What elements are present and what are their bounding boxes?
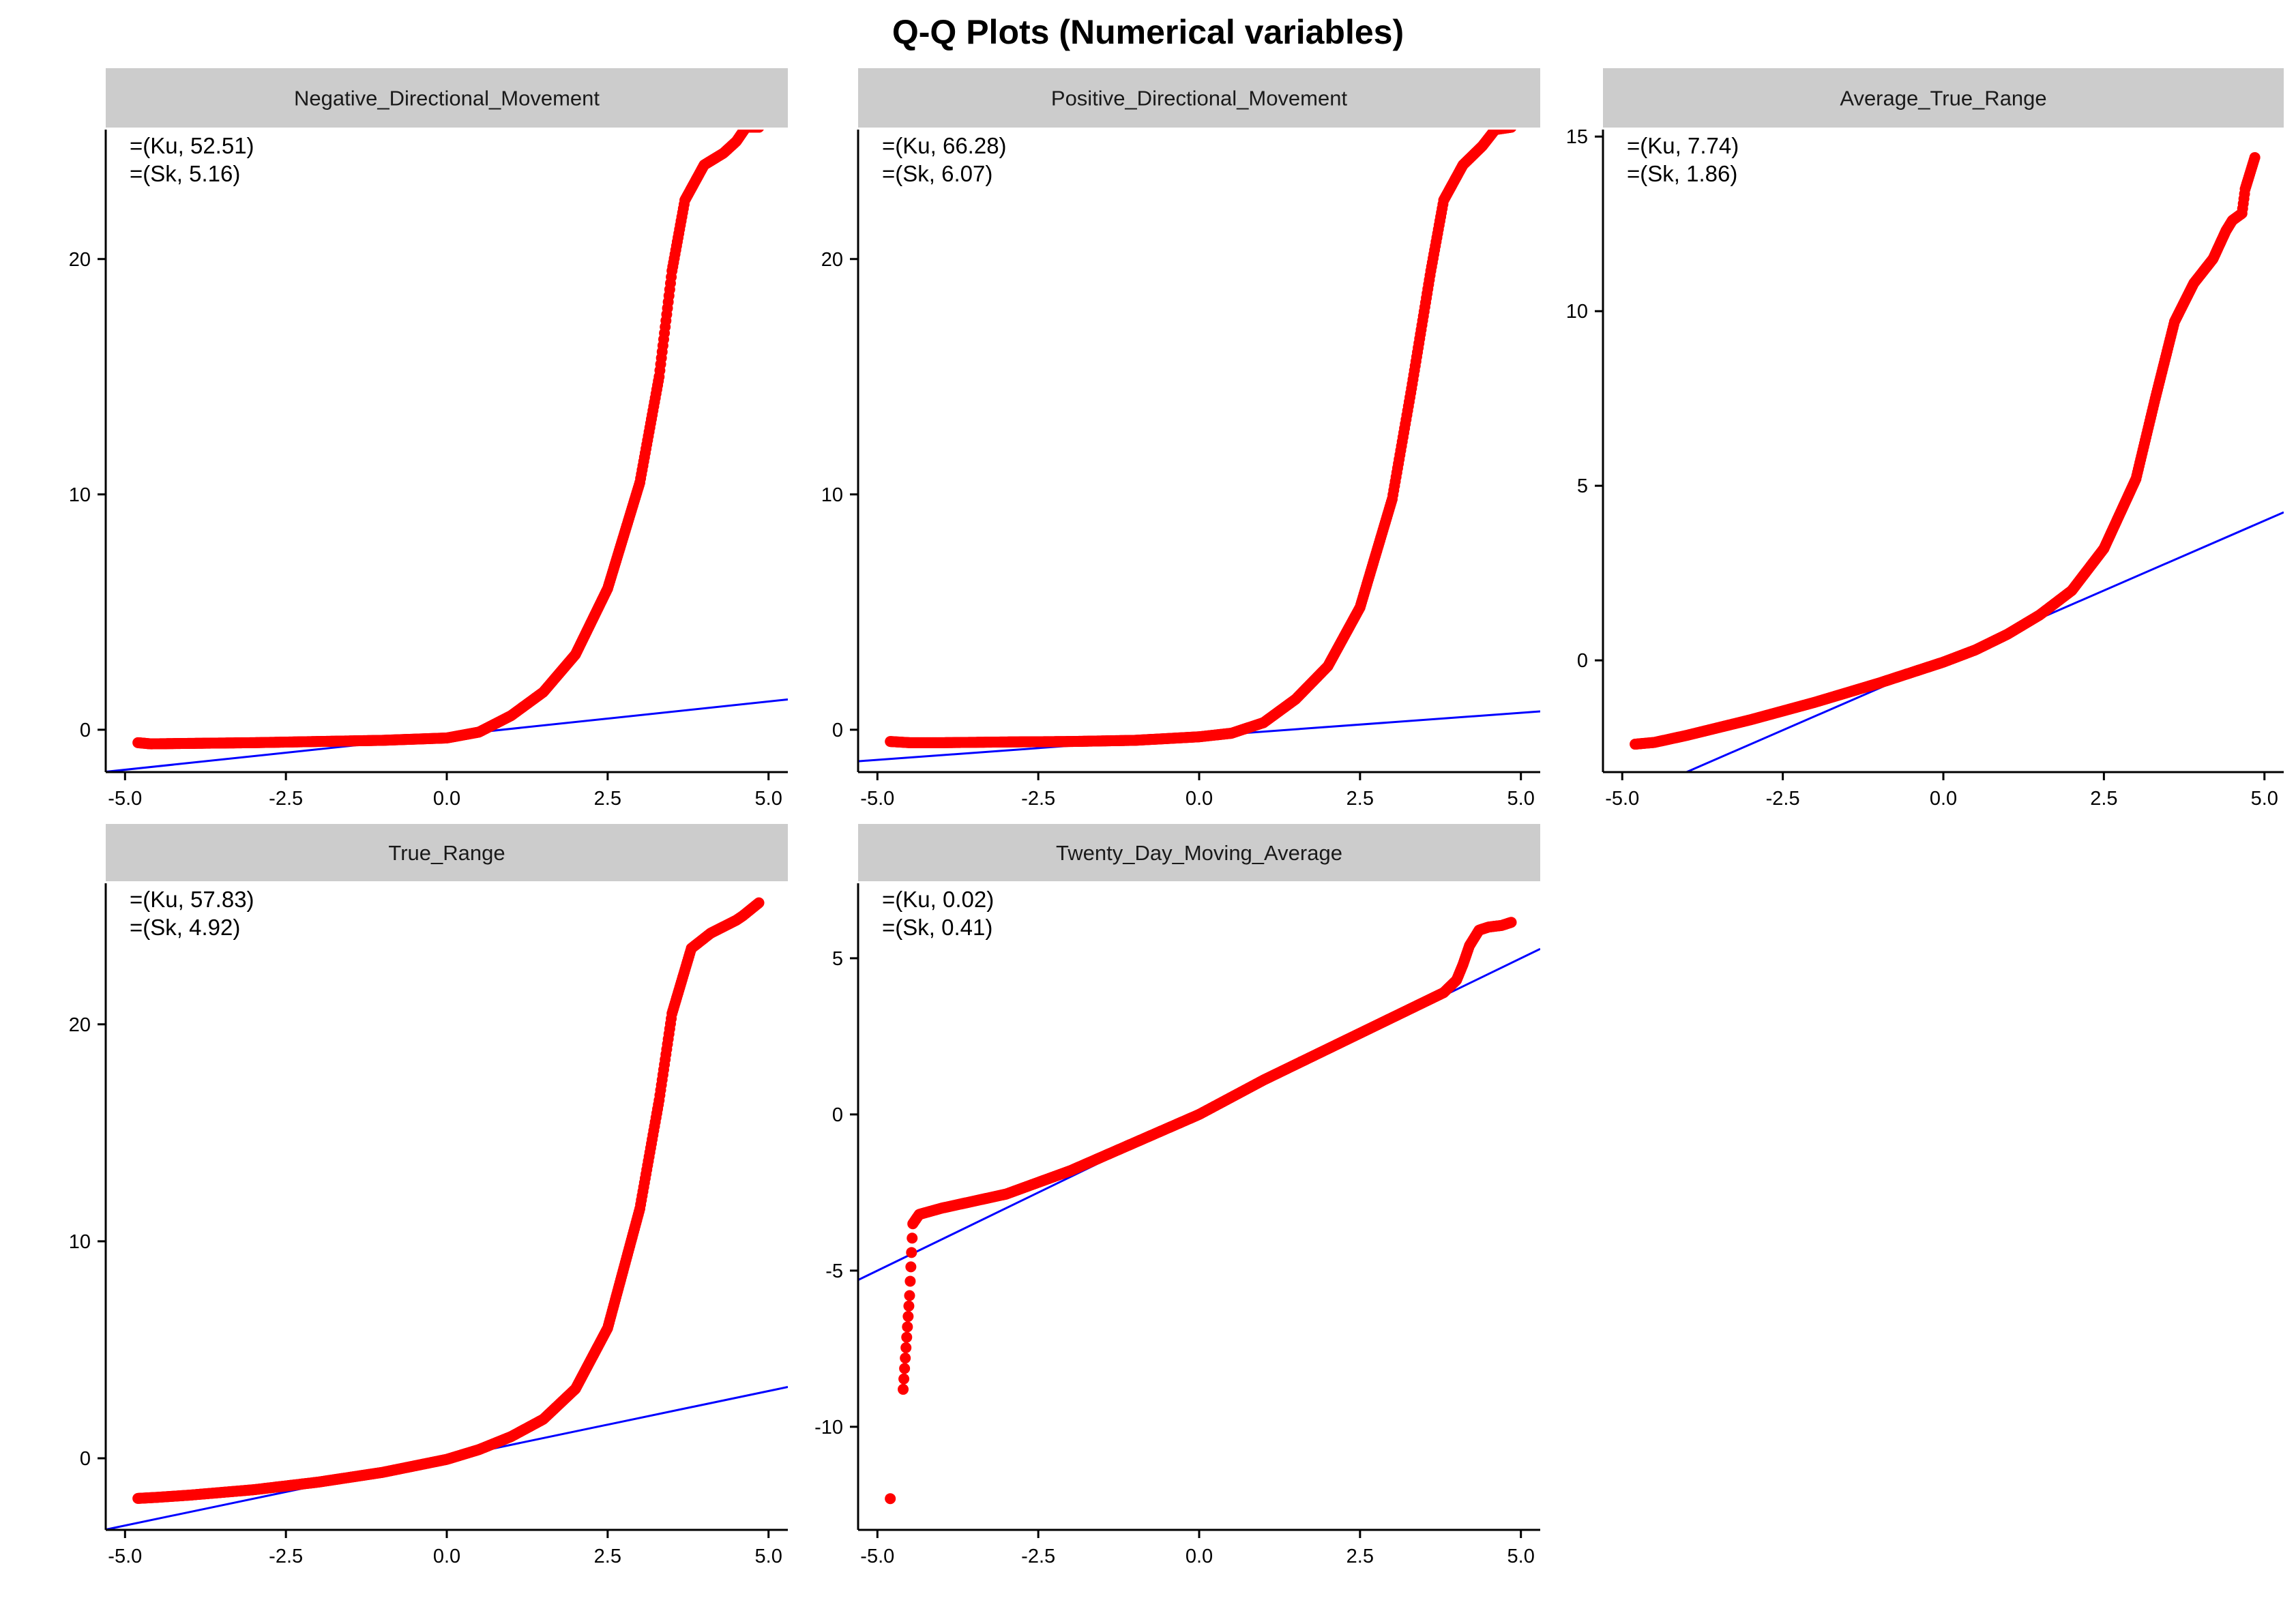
x-tick-label: 2.5 bbox=[2090, 788, 2117, 810]
sample-points bbox=[1630, 151, 2261, 750]
y-tick-label: 20 bbox=[821, 249, 843, 271]
sample-point bbox=[899, 1363, 911, 1374]
sample-point bbox=[905, 1261, 917, 1273]
x-tick-label: -2.5 bbox=[1021, 1546, 1055, 1567]
y-tick-label: 5 bbox=[1577, 475, 1588, 497]
x-tick-label: 5.0 bbox=[755, 1546, 782, 1567]
y-tick-label: 10 bbox=[69, 1231, 91, 1253]
panel-strip-label: True_Range bbox=[388, 841, 505, 865]
y-tick-label: 0 bbox=[80, 1448, 91, 1470]
x-tick-label: -5.0 bbox=[1605, 788, 1639, 810]
x-tick-label: -5.0 bbox=[108, 1546, 142, 1567]
panel-strip bbox=[858, 68, 1540, 128]
x-tick-label: -5.0 bbox=[860, 788, 894, 810]
sample-points bbox=[132, 897, 765, 1504]
x-tick-label: 5.0 bbox=[2251, 788, 2278, 810]
x-tick-label: 5.0 bbox=[1507, 788, 1535, 810]
y-tick-label: 0 bbox=[832, 720, 843, 741]
panel-strip-label: Positive_Directional_Movement bbox=[1051, 87, 1348, 110]
x-tick-label: 2.5 bbox=[594, 1546, 621, 1567]
panel-strip bbox=[106, 824, 788, 881]
skewness-annotation: =(Sk, 1.86) bbox=[1627, 161, 1737, 186]
sample-point bbox=[898, 1383, 909, 1395]
y-tick-label: -5 bbox=[825, 1260, 843, 1282]
sample-points bbox=[132, 130, 764, 750]
x-tick-label: 0.0 bbox=[1186, 1546, 1213, 1567]
x-tick-label: -2.5 bbox=[1021, 788, 1055, 810]
x-tick-label: 2.5 bbox=[594, 788, 621, 810]
kurtosis-annotation: =(Ku, 7.74) bbox=[1627, 133, 1739, 158]
panel-strip-label: Twenty_Day_Moving_Average bbox=[1056, 841, 1342, 865]
x-tick-label: 5.0 bbox=[755, 788, 782, 810]
y-tick-label: 15 bbox=[1566, 126, 1588, 148]
sample-point bbox=[753, 897, 765, 909]
sample-point bbox=[900, 1353, 911, 1364]
panel-strip bbox=[106, 68, 788, 128]
sample-points bbox=[885, 917, 1517, 1505]
y-tick-label: 0 bbox=[1577, 650, 1588, 672]
y-tick-label: 10 bbox=[821, 484, 843, 506]
panel-Positive_Directional_Movement: Positive_Directional_Movement -5.0 -2.5 0.0… bbox=[821, 68, 1540, 810]
y-tick-label: 5 bbox=[832, 948, 843, 970]
y-tick-label: 20 bbox=[69, 1014, 91, 1036]
panel-Average_True_Range: Average_True_Range -5.0 -2.5 0.0 2.5 5.0 0 5 10 1… bbox=[1566, 68, 2284, 810]
sample-point bbox=[902, 1311, 914, 1323]
sample-point bbox=[902, 1321, 913, 1333]
sample-point bbox=[2249, 151, 2261, 163]
skewness-annotation: =(Sk, 6.07) bbox=[882, 161, 992, 186]
sample-point bbox=[907, 1232, 918, 1244]
panel-strip-label: Negative_Directional_Movement bbox=[294, 87, 600, 110]
y-tick-label: 10 bbox=[69, 484, 91, 506]
panel-strip bbox=[858, 824, 1540, 881]
sample-point bbox=[898, 1373, 910, 1385]
sample-point bbox=[754, 130, 764, 133]
sample-point bbox=[904, 1290, 915, 1301]
y-tick-label: -10 bbox=[814, 1417, 843, 1438]
x-tick-label: 0.0 bbox=[433, 1546, 460, 1567]
kurtosis-annotation: =(Ku, 0.02) bbox=[882, 887, 994, 912]
panel-Negative_Directional_Movement: Negative_Directional_Movement -5.0 -2.5 0.0… bbox=[69, 68, 788, 810]
sample-point bbox=[903, 1300, 915, 1312]
skewness-annotation: =(Sk, 5.16) bbox=[130, 161, 240, 186]
panel-strip-label: Average_True_Range bbox=[1840, 87, 2046, 110]
x-tick-label: 2.5 bbox=[1346, 1546, 1374, 1567]
skewness-annotation: =(Sk, 4.92) bbox=[130, 915, 240, 940]
kurtosis-annotation: =(Ku, 52.51) bbox=[130, 133, 254, 158]
sample-point bbox=[1505, 917, 1517, 928]
sample-points bbox=[885, 130, 1516, 748]
sample-point bbox=[904, 1275, 916, 1287]
panel-Twenty_Day_Moving_Average: Twenty_Day_Moving_Average -5.0 -2.5 0.0 2.5 5… bbox=[814, 824, 1540, 1567]
kurtosis-annotation: =(Ku, 66.28) bbox=[882, 133, 1007, 158]
y-tick-label: 10 bbox=[1566, 301, 1588, 323]
sample-point bbox=[885, 1493, 896, 1505]
panel-strip bbox=[1603, 68, 2284, 128]
sample-point bbox=[901, 1331, 913, 1343]
x-tick-label: -2.5 bbox=[269, 788, 303, 810]
y-tick-label: 0 bbox=[832, 1104, 843, 1126]
sample-point bbox=[906, 1247, 917, 1258]
x-tick-label: 0.0 bbox=[1186, 788, 1213, 810]
x-tick-label: 5.0 bbox=[1507, 1546, 1535, 1567]
kurtosis-annotation: =(Ku, 57.83) bbox=[130, 887, 254, 912]
y-tick-label: 0 bbox=[80, 720, 91, 741]
x-tick-label: 0.0 bbox=[433, 788, 460, 810]
x-tick-label: -5.0 bbox=[860, 1546, 894, 1567]
x-tick-label: 2.5 bbox=[1346, 788, 1374, 810]
x-tick-label: -5.0 bbox=[108, 788, 142, 810]
sample-point bbox=[900, 1342, 912, 1353]
y-tick-label: 20 bbox=[69, 249, 91, 271]
sample-point bbox=[1506, 130, 1516, 133]
x-tick-label: 0.0 bbox=[1930, 788, 1957, 810]
x-tick-label: -2.5 bbox=[1766, 788, 1800, 810]
figure-title: Q-Q Plots (Numerical variables) bbox=[892, 13, 1404, 51]
skewness-annotation: =(Sk, 0.41) bbox=[882, 915, 992, 940]
panel-True_Range: True_Range -5.0 -2.5 0.0 2.5 5.0 0 10 20 =(Ku, 57… bbox=[69, 824, 788, 1567]
x-tick-label: -2.5 bbox=[269, 1546, 303, 1567]
